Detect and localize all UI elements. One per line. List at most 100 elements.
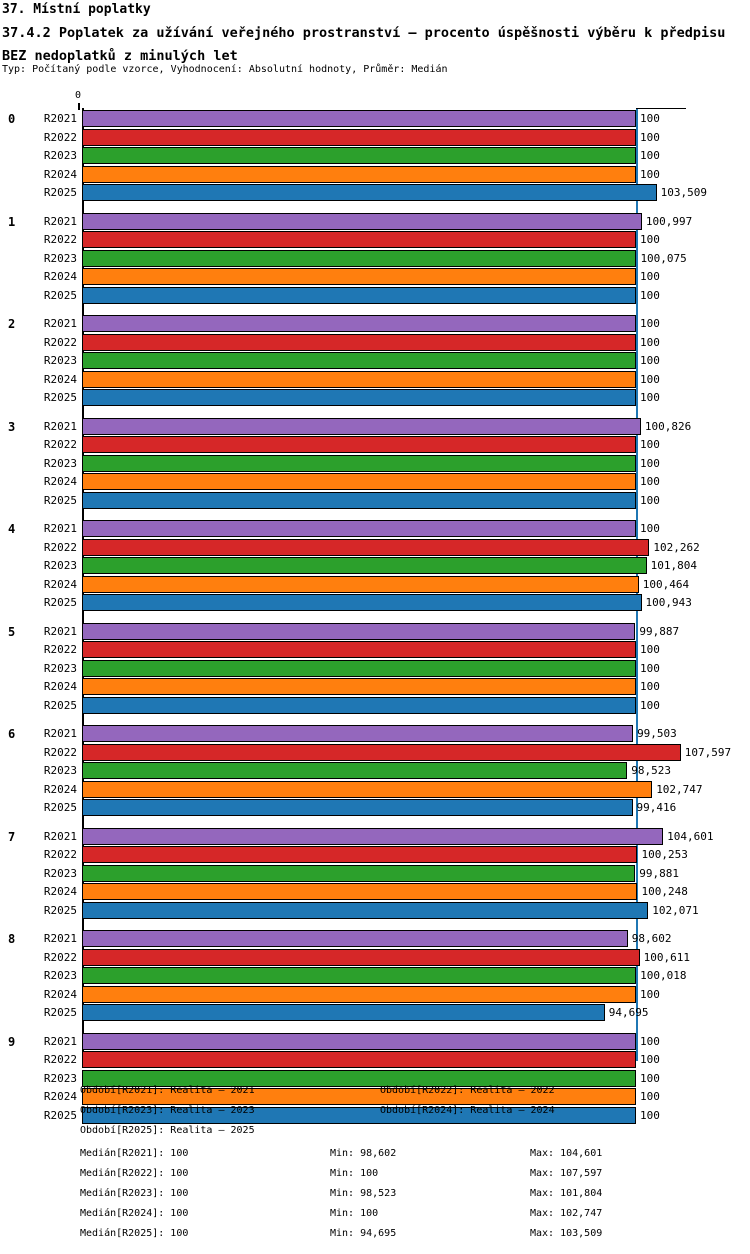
bar-row[interactable]: R2024 100 <box>0 678 750 695</box>
bar-row[interactable]: R2025 94,695 <box>0 1004 750 1021</box>
bar[interactable] <box>82 184 657 201</box>
bar-row[interactable]: R2021 99,503 <box>0 725 750 742</box>
bar-row[interactable]: R2021 100 <box>0 315 750 332</box>
bar-row[interactable]: R2023 99,881 <box>0 864 750 882</box>
bar[interactable] <box>82 249 637 267</box>
bar-row[interactable]: R2025 100 <box>0 286 750 304</box>
bar-row[interactable]: R2025 100 <box>0 696 750 714</box>
bar[interactable] <box>82 762 628 779</box>
bar-row[interactable]: R2022 107,597 <box>0 743 750 761</box>
bar[interactable] <box>82 864 636 882</box>
bar[interactable] <box>82 370 636 388</box>
bar[interactable] <box>82 333 636 351</box>
bar-row[interactable]: R2022 102,262 <box>0 538 750 556</box>
bar[interactable] <box>82 883 638 900</box>
bar[interactable] <box>82 147 636 164</box>
bar[interactable] <box>82 557 647 574</box>
bar[interactable] <box>82 1051 636 1068</box>
bar[interactable] <box>82 799 633 816</box>
bar[interactable] <box>82 1032 636 1050</box>
bar-row[interactable]: R2021 100,826 <box>0 417 750 435</box>
bar[interactable] <box>82 725 634 742</box>
bar-row[interactable]: R2021 100,997 <box>0 212 750 230</box>
bar[interactable] <box>82 575 639 593</box>
bar[interactable] <box>82 743 681 761</box>
bar[interactable] <box>82 286 636 304</box>
bar-row[interactable]: R2023 100,075 <box>0 249 750 267</box>
bar[interactable] <box>82 436 636 453</box>
bar[interactable] <box>82 110 636 127</box>
bar[interactable] <box>82 967 637 984</box>
bar-row[interactable]: R2023 100 <box>0 147 750 164</box>
bar[interactable] <box>82 594 642 611</box>
bar-row[interactable]: R2023 100 <box>0 659 750 677</box>
bar-row[interactable]: R2025 100 <box>0 1106 750 1124</box>
bar[interactable] <box>82 985 636 1003</box>
bar[interactable] <box>82 389 636 406</box>
bar[interactable] <box>82 268 636 285</box>
bar-row[interactable]: R2021 104,601 <box>0 827 750 845</box>
bar-row[interactable]: R2024 100 <box>0 370 750 388</box>
bar-row[interactable]: R2024 100 <box>0 473 750 490</box>
bar-row[interactable]: R2025 100,943 <box>0 594 750 611</box>
bar-row[interactable]: R2021 98,602 <box>0 930 750 947</box>
bar[interactable] <box>82 128 636 146</box>
bar-row[interactable]: R2025 99,416 <box>0 799 750 816</box>
bar[interactable] <box>82 930 628 947</box>
bar-row[interactable]: R2023 100 <box>0 352 750 369</box>
bar[interactable] <box>82 846 638 863</box>
bar[interactable] <box>82 520 636 537</box>
bar-row[interactable]: R2022 100 <box>0 436 750 453</box>
bar-row[interactable]: R2024 100 <box>0 165 750 183</box>
bar-row[interactable]: R2021 100 <box>0 520 750 537</box>
bar[interactable] <box>82 538 650 556</box>
bar-row[interactable]: R2021 100 <box>0 1032 750 1050</box>
bar[interactable] <box>82 1069 636 1087</box>
bar-row[interactable]: R2023 100,018 <box>0 967 750 984</box>
bar[interactable] <box>82 696 636 714</box>
bar[interactable] <box>82 641 636 658</box>
bar-row[interactable]: R2023 101,804 <box>0 557 750 574</box>
bar-row[interactable]: R2022 100 <box>0 231 750 248</box>
bar-row[interactable]: R2022 100,611 <box>0 948 750 966</box>
bar-row[interactable]: R2024 100,464 <box>0 575 750 593</box>
bar[interactable] <box>82 948 640 966</box>
bar[interactable] <box>82 165 636 183</box>
bar-row[interactable]: R2024 100 <box>0 1088 750 1105</box>
bar-row[interactable]: R2025 102,071 <box>0 901 750 919</box>
bar-row[interactable]: R2021 99,887 <box>0 622 750 640</box>
bar[interactable] <box>82 212 642 230</box>
bar-row[interactable]: R2022 100,253 <box>0 846 750 863</box>
bar-row[interactable]: R2023 100 <box>0 1069 750 1087</box>
bar-row[interactable]: R2021 100 <box>0 110 750 127</box>
bar-row[interactable]: R2025 100 <box>0 389 750 406</box>
bar[interactable] <box>82 491 636 509</box>
bar[interactable] <box>82 1004 605 1021</box>
bar-row[interactable]: R2024 100 <box>0 268 750 285</box>
bar[interactable] <box>82 1088 636 1105</box>
bar-row[interactable]: R2024 100,248 <box>0 883 750 900</box>
bar-row[interactable]: R2024 100 <box>0 985 750 1003</box>
bar-row[interactable]: R2022 100 <box>0 641 750 658</box>
bar[interactable] <box>82 678 636 695</box>
bar-row[interactable]: R2025 103,509 <box>0 184 750 201</box>
bar[interactable] <box>82 827 664 845</box>
bar[interactable] <box>82 352 636 369</box>
bar[interactable] <box>82 473 636 490</box>
bar[interactable] <box>82 1106 636 1124</box>
bar-row[interactable]: R2023 100 <box>0 454 750 472</box>
bar[interactable] <box>82 659 636 677</box>
bar-row[interactable]: R2024 102,747 <box>0 780 750 798</box>
bar[interactable] <box>82 454 636 472</box>
bar[interactable] <box>82 780 653 798</box>
bar-row[interactable]: R2025 100 <box>0 491 750 509</box>
bar-row[interactable]: R2022 100 <box>0 1051 750 1068</box>
bar-row[interactable]: R2023 98,523 <box>0 762 750 779</box>
bar[interactable] <box>82 622 636 640</box>
bar-row[interactable]: R2022 100 <box>0 333 750 351</box>
bar[interactable] <box>82 901 649 919</box>
bar[interactable] <box>82 417 641 435</box>
bar-row[interactable]: R2022 100 <box>0 128 750 146</box>
bar[interactable] <box>82 315 636 332</box>
bar[interactable] <box>82 231 636 248</box>
